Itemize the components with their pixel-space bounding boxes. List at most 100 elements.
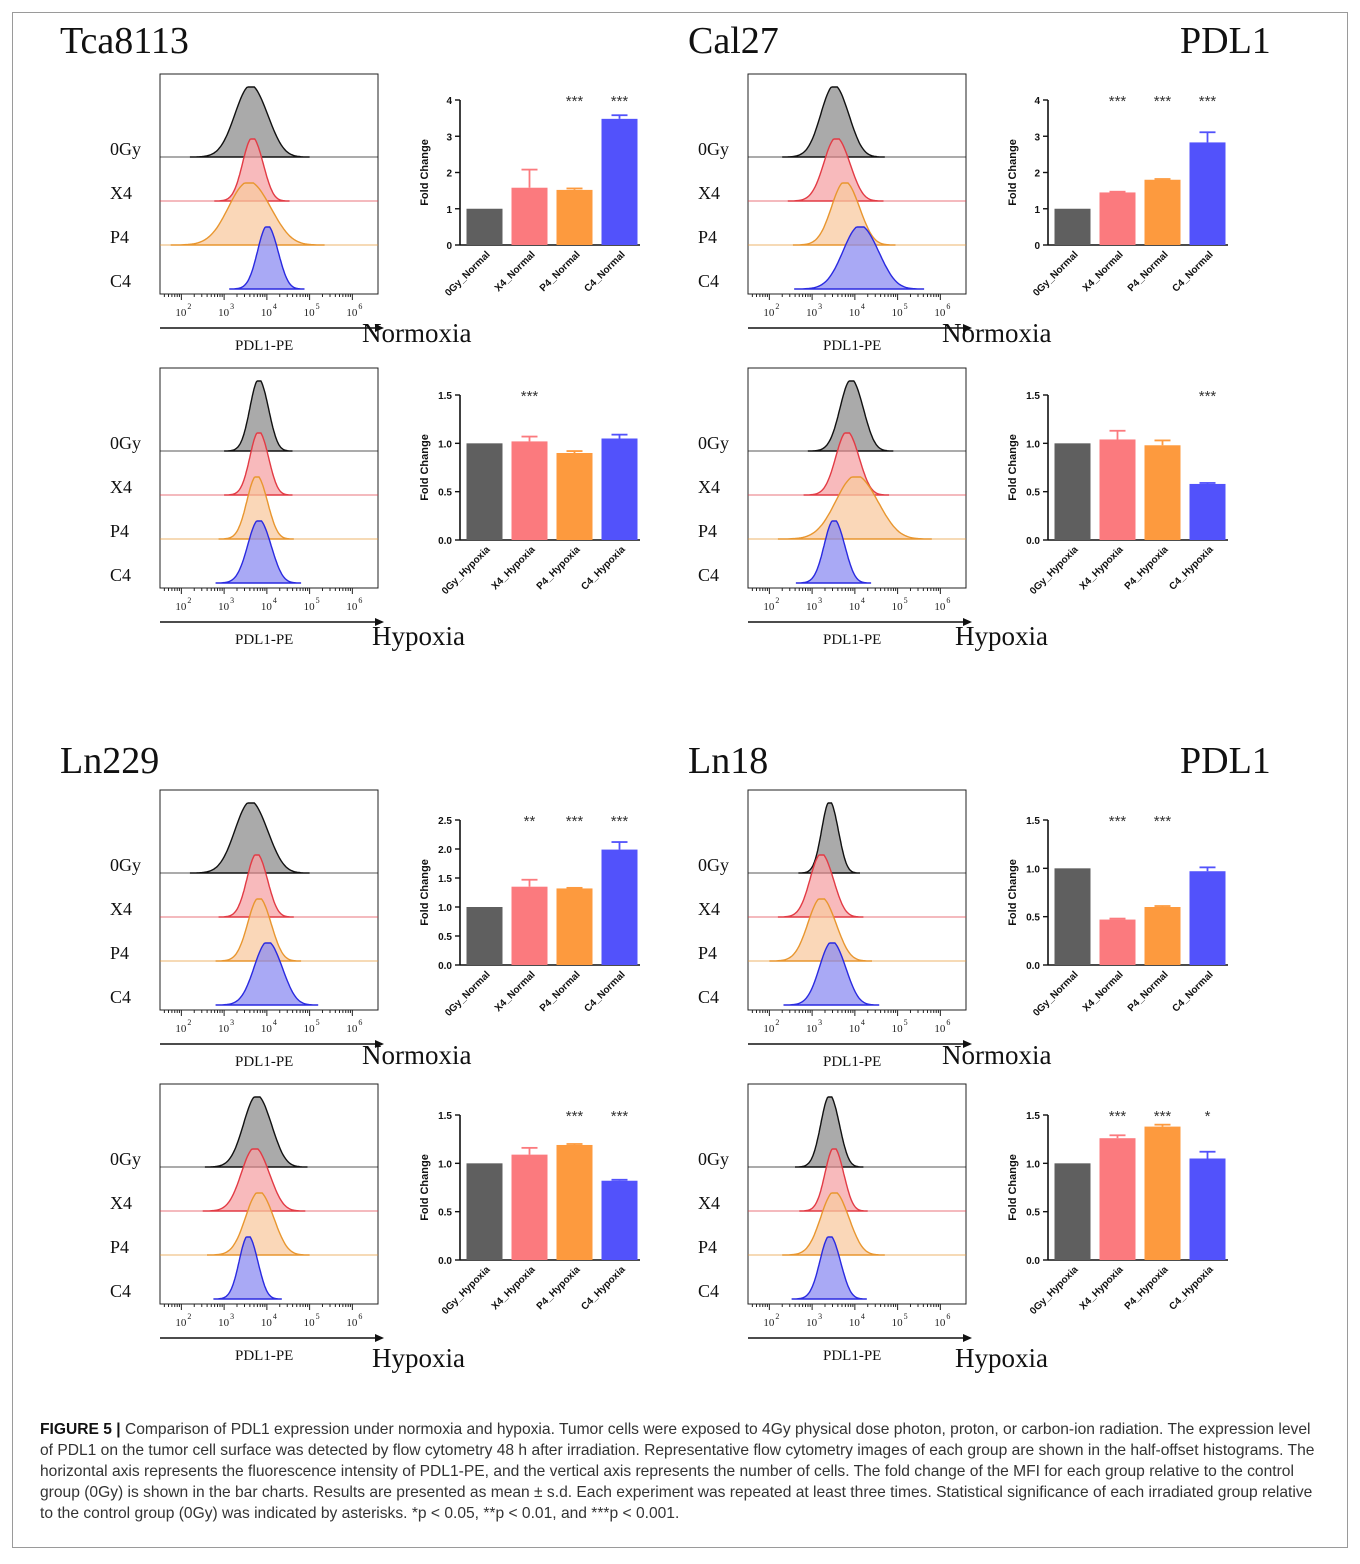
bar-y-tick-label: 1.5 <box>438 1111 452 1122</box>
significance-mark: *** <box>611 813 629 830</box>
histogram-row-label: C4 <box>698 987 719 1007</box>
condition-label: Normoxia <box>942 1040 1052 1070</box>
histogram-0gy-curve <box>189 802 310 874</box>
histogram-tick-exponent: 3 <box>818 1018 822 1027</box>
bar-y-label: Fold Change <box>1007 139 1019 206</box>
histogram-row-label: P4 <box>110 227 129 247</box>
histogram-xlabel: PDL1-PE <box>823 632 881 648</box>
histogram-tick-exponent: 4 <box>273 302 277 311</box>
histogram-frame <box>747 1083 967 1305</box>
histogram-tick-exponent: 4 <box>861 1312 865 1321</box>
histogram-x4-curve <box>787 138 884 202</box>
histogram-tick-exponent: 2 <box>775 302 779 311</box>
histogram-x4-curve <box>202 1148 306 1212</box>
histogram-c4-curve <box>783 942 880 1006</box>
histogram-row-label: C4 <box>110 565 131 585</box>
histogram-tick-label: 10 <box>175 307 187 319</box>
histogram-row-label: P4 <box>110 521 129 541</box>
histogram-0gy-curve <box>807 380 894 452</box>
bar-category-label: C4_Normal <box>1170 969 1215 1014</box>
histogram-tick-label: 10 <box>849 601 861 613</box>
histogram-tick-exponent: 3 <box>230 1312 234 1321</box>
bar-y-tick-label: 1.5 <box>438 391 452 402</box>
bar-category-label: C4_Hypoxia <box>1167 544 1216 593</box>
bar-x4 <box>1099 192 1136 245</box>
bar-y-tick-label: 1.5 <box>1026 816 1040 827</box>
histogram-row-label: C4 <box>110 271 131 291</box>
bar-y-tick-label: 1.5 <box>1026 1111 1040 1122</box>
significance-mark: *** <box>611 93 629 110</box>
histogram-tick-exponent: 2 <box>775 1312 779 1321</box>
arrow-head-icon <box>375 1334 384 1342</box>
histogram-tick-label: 10 <box>304 1317 316 1329</box>
bar-chart: 0.0 0.5 1.0 1.5 Fold Change 0Gy_Hypoxia *** X4_… <box>1007 1108 1228 1317</box>
histogram-tick-label: 10 <box>763 1023 775 1035</box>
bar-x4 <box>1099 439 1136 540</box>
bar-chart: 0.0 0.5 1.0 1.5 Fold Change 0Gy_Normal *** X4_N… <box>1007 813 1228 1019</box>
condition-label: Hypoxia <box>955 1343 1048 1373</box>
histogram-tick-exponent: 6 <box>946 1312 950 1321</box>
bar-y-tick-label: 0.0 <box>438 1256 452 1267</box>
bar-y-tick-label: 0.5 <box>1026 913 1040 924</box>
bar-y-tick-label: 1.0 <box>438 903 452 914</box>
bar-y-tick-label: 1.0 <box>438 1159 452 1170</box>
histogram-tick-exponent: 2 <box>775 1018 779 1027</box>
bar-y-tick-label: 1 <box>1034 205 1040 216</box>
histogram-row-label: C4 <box>110 1281 131 1301</box>
bar-0gy <box>1054 443 1091 540</box>
histogram-tick-exponent: 6 <box>358 596 362 605</box>
caption-label: FIGURE 5 | <box>40 1421 121 1438</box>
histogram-tick-exponent: 2 <box>187 1312 191 1321</box>
histogram-row-label: P4 <box>698 943 717 963</box>
bar-category-label: 0Gy_Normal <box>443 969 493 1019</box>
histogram-0gy-curve <box>224 380 293 452</box>
cell-line-title: Tca8113 <box>60 20 189 62</box>
histogram-tick-exponent: 5 <box>904 1312 908 1321</box>
histogram-tick-label: 10 <box>849 1023 861 1035</box>
arrow-head-icon <box>963 1334 972 1342</box>
histogram-row-label: 0Gy <box>698 1149 729 1169</box>
histogram-tick-label: 10 <box>806 1317 818 1329</box>
bar-category-label: X4_Normal <box>1081 249 1126 294</box>
histogram-frame <box>747 789 967 1011</box>
condition-label: Normoxia <box>362 318 472 348</box>
histogram-tick-exponent: 2 <box>775 596 779 605</box>
histogram-tick-label: 10 <box>346 307 358 319</box>
histogram-xlabel: PDL1-PE <box>235 338 293 354</box>
bar-p4 <box>556 189 593 245</box>
bar-y-label: Fold Change <box>419 1154 431 1221</box>
arrow-head-icon <box>963 618 972 626</box>
histogram-frame <box>159 789 379 1011</box>
bar-category-label: P4_Normal <box>1126 969 1171 1014</box>
significance-mark: *** <box>1109 1108 1127 1125</box>
histogram-tick-label: 10 <box>218 1023 230 1035</box>
arrow-head-icon <box>375 1040 384 1048</box>
figure-frame <box>12 12 1348 1548</box>
bar-y-tick-label: 0.5 <box>438 488 452 499</box>
bar-category-label: 0Gy_Normal <box>1031 249 1081 299</box>
bar-category-label: C4_Hypoxia <box>1167 1264 1216 1313</box>
bar-y-tick-label: 2.5 <box>438 816 452 827</box>
histogram-tick-exponent: 6 <box>946 596 950 605</box>
histogram-0gy-curve <box>189 86 310 158</box>
histogram-tick-exponent: 4 <box>861 596 865 605</box>
histogram-p4-curve <box>207 1192 310 1256</box>
arrow-head-icon <box>963 324 972 332</box>
significance-mark: *** <box>566 93 584 110</box>
histogram-tick-label: 10 <box>261 1317 273 1329</box>
bar-category-label: 0Gy_Normal <box>443 249 493 299</box>
histogram-xlabel: PDL1-PE <box>235 1054 293 1070</box>
bar-category-label: P4_Hypoxia <box>535 544 583 592</box>
bar-category-label: 0Gy_Normal <box>1031 969 1081 1019</box>
bar-p4 <box>1144 1126 1181 1260</box>
bar-y-tick-label: 3 <box>1034 132 1040 143</box>
bar-category-label: P4_Hypoxia <box>535 1264 583 1312</box>
histogram-tick-label: 10 <box>175 1023 187 1035</box>
bar-chart: 0.0 0.5 1.0 1.5 Fold Change 0Gy_Hypoxia *** X4_… <box>419 388 640 597</box>
histogram-tick-exponent: 3 <box>230 596 234 605</box>
bar-y-label: Fold Change <box>1007 1154 1019 1221</box>
